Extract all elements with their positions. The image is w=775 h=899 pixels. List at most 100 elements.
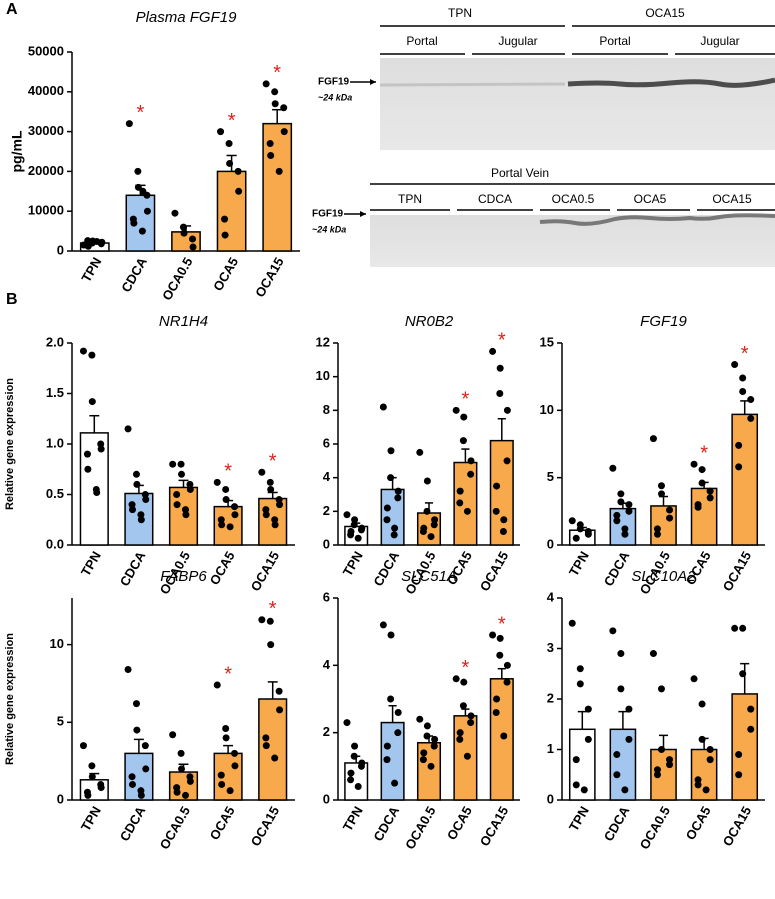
data-point xyxy=(460,678,468,686)
blot-lane: OCA0.5 xyxy=(552,192,595,206)
data-point xyxy=(347,776,355,784)
data-point xyxy=(492,507,500,515)
data-point xyxy=(347,531,355,539)
data-point xyxy=(130,219,138,227)
y-tick-label: 0.5 xyxy=(46,486,64,501)
data-point xyxy=(690,460,698,468)
y-tick-label: 6 xyxy=(323,589,330,604)
data-point xyxy=(88,351,96,359)
y-tick-label: 0 xyxy=(57,242,64,257)
y-tick-label: 0.0 xyxy=(46,536,64,551)
data-point xyxy=(350,521,358,529)
data-point xyxy=(657,482,665,490)
data-point xyxy=(493,482,501,490)
x-tick-label: OCA15 xyxy=(720,549,755,594)
blot-band xyxy=(567,77,775,88)
data-point xyxy=(576,525,584,533)
data-point xyxy=(351,742,359,750)
data-point xyxy=(503,678,511,686)
data-point xyxy=(576,680,584,688)
data-point xyxy=(262,511,270,519)
y-axis-label: pg/mL xyxy=(9,130,25,172)
data-point xyxy=(217,128,225,136)
y-tick-label: 40000 xyxy=(28,83,64,98)
bar xyxy=(731,413,759,546)
data-point xyxy=(141,491,149,498)
data-point xyxy=(128,501,136,509)
data-point xyxy=(132,700,140,708)
data-point xyxy=(93,488,101,496)
data-point xyxy=(186,777,194,785)
data-point xyxy=(653,766,661,774)
data-point xyxy=(383,504,391,512)
data-point xyxy=(739,624,747,632)
data-point xyxy=(694,781,702,789)
data-point xyxy=(258,616,266,624)
data-point xyxy=(735,441,743,449)
data-point xyxy=(97,784,105,792)
data-point xyxy=(222,725,230,733)
x-tick-label: TPN xyxy=(78,255,104,285)
significance-marker: * xyxy=(137,102,145,124)
x-tick-label: OCA15 xyxy=(248,804,283,849)
data-point xyxy=(186,485,194,493)
data-point xyxy=(657,685,665,693)
data-point xyxy=(706,756,714,764)
blot-band xyxy=(379,82,566,87)
data-point xyxy=(271,88,279,96)
data-point xyxy=(177,460,185,468)
significance-marker: * xyxy=(462,389,470,411)
data-point xyxy=(499,528,507,536)
significance-marker: * xyxy=(269,451,277,473)
data-point xyxy=(213,681,221,689)
significance-marker: * xyxy=(741,343,749,365)
data-point xyxy=(731,624,739,632)
data-point xyxy=(262,80,270,88)
y-tick-label: 0 xyxy=(323,791,330,806)
data-point xyxy=(383,742,391,750)
data-point xyxy=(128,780,136,788)
y-tick-label: 4 xyxy=(547,589,555,604)
chart-title: NR1H4 xyxy=(159,313,208,330)
data-point xyxy=(456,729,464,737)
data-point xyxy=(568,619,576,627)
blot-site: Jugular xyxy=(498,34,537,48)
data-point xyxy=(706,746,714,753)
y-tick-label: 3 xyxy=(547,640,554,655)
x-tick-label: OCA15 xyxy=(248,549,283,594)
blot-lane: OCA15 xyxy=(712,192,752,206)
data-point xyxy=(138,227,146,235)
x-tick-label: OCA5 xyxy=(444,804,475,843)
blot-site: Jugular xyxy=(700,34,739,48)
data-point xyxy=(391,779,399,787)
data-point xyxy=(343,719,351,727)
data-point xyxy=(431,735,439,743)
x-tick-label: OCA0.5 xyxy=(157,804,193,852)
x-tick-label: TPN xyxy=(78,549,104,579)
data-point xyxy=(572,756,580,764)
data-point xyxy=(137,511,145,519)
x-tick-label: CDCA xyxy=(601,548,633,589)
data-point xyxy=(387,631,395,639)
significance-marker: * xyxy=(269,598,277,620)
y-tick-label: 0 xyxy=(547,791,554,806)
y-tick-label: 1.0 xyxy=(46,435,64,450)
data-point xyxy=(222,734,230,742)
data-point xyxy=(231,749,239,757)
data-point xyxy=(467,712,475,720)
bar xyxy=(216,170,247,252)
data-point xyxy=(503,661,511,669)
y-tick-label: 10000 xyxy=(28,203,64,218)
data-point xyxy=(653,525,661,533)
data-point xyxy=(275,496,283,504)
y-tick-label: 2.0 xyxy=(46,334,64,349)
data-point xyxy=(467,719,475,727)
data-point xyxy=(690,675,698,683)
data-point xyxy=(731,361,739,369)
y-tick-label: 5 xyxy=(547,469,554,484)
data-point xyxy=(275,167,283,175)
data-point xyxy=(88,773,96,781)
data-point xyxy=(613,751,621,759)
data-point xyxy=(235,187,243,195)
